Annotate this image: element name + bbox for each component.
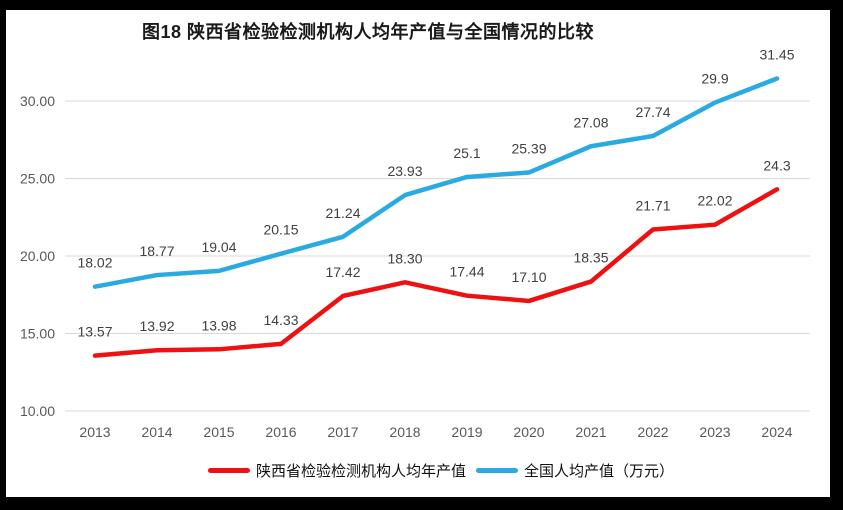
data-label-series-0: 24.3 xyxy=(763,157,790,173)
data-label-series-1: 31.45 xyxy=(759,47,794,63)
x-tick-label: 2017 xyxy=(327,424,358,440)
x-tick-label: 2015 xyxy=(203,424,234,440)
legend-item-national: 全国人均产值（万元） xyxy=(476,460,674,481)
x-tick-label: 2023 xyxy=(699,424,730,440)
data-label-series-1: 29.9 xyxy=(701,71,728,87)
data-label-series-1: 20.15 xyxy=(263,222,298,238)
data-label-series-0: 13.92 xyxy=(139,318,174,334)
series-line-1 xyxy=(92,76,780,289)
data-label-series-0: 18.35 xyxy=(573,250,608,266)
data-label-series-1: 23.93 xyxy=(387,163,422,179)
legend-swatch-national xyxy=(476,468,518,473)
x-tick-label: 2016 xyxy=(265,424,296,440)
data-label-series-1: 18.02 xyxy=(77,255,112,271)
data-label-series-0: 21.71 xyxy=(635,197,670,213)
legend-swatch-shaanxi xyxy=(207,468,250,473)
y-tick-label: 20.00 xyxy=(20,248,55,264)
data-label-series-1: 21.24 xyxy=(325,205,360,221)
y-tick-label: 10.00 xyxy=(20,403,55,419)
x-tick-label: 2013 xyxy=(79,424,110,440)
data-label-series-1: 19.04 xyxy=(201,239,236,255)
x-tick-label: 2020 xyxy=(513,424,544,440)
data-label-series-0: 17.10 xyxy=(511,269,546,285)
legend-label-national: 全国人均产值（万元） xyxy=(524,463,675,480)
chart-svg: 10.00 15.00 20.00 25.00 30.00 2013 2014 2015 201… xyxy=(20,47,810,440)
chart-title: 图18 陕西省检验检测机构人均年产值与全国情况的比较 xyxy=(141,22,595,42)
data-label-series-0: 17.42 xyxy=(325,264,360,280)
legend-label-shaanxi: 陕西省检验检测机构人均年产值 xyxy=(255,463,466,480)
x-tick-label: 2021 xyxy=(575,424,606,440)
x-tick-label: 2018 xyxy=(389,424,420,440)
x-tick-label: 2019 xyxy=(451,424,482,440)
data-label-series-0: 22.02 xyxy=(697,193,732,209)
data-label-series-0: 17.44 xyxy=(449,264,484,280)
legend: 陕西省检验检测机构人均年产值 全国人均产值（万元） xyxy=(207,460,674,481)
data-label-series-0: 18.30 xyxy=(387,250,422,266)
x-tick-label: 2014 xyxy=(141,424,172,440)
x-tick-label: 2024 xyxy=(761,424,792,440)
y-tick-label: 25.00 xyxy=(20,171,55,187)
data-label-series-1: 25.1 xyxy=(453,145,480,161)
data-label-series-0: 13.98 xyxy=(201,317,236,333)
chart-canvas: 图18 陕西省检验检测机构人均年产值与全国情况的比较 10.00 15.00 20.… xyxy=(6,10,830,497)
y-tick-label: 30.00 xyxy=(20,93,55,109)
y-tick-label: 15.00 xyxy=(20,326,55,342)
data-label-series-1: 25.39 xyxy=(511,140,546,156)
data-label-series-1: 27.74 xyxy=(635,104,670,120)
data-label-series-1: 18.77 xyxy=(139,243,174,259)
series-line-0 xyxy=(92,187,780,358)
data-label-series-0: 13.57 xyxy=(77,324,112,340)
data-label-series-0: 14.33 xyxy=(263,312,298,328)
legend-item-shaanxi: 陕西省检验检测机构人均年产值 xyxy=(207,460,466,481)
data-label-series-1: 27.08 xyxy=(573,114,608,130)
x-tick-label: 2022 xyxy=(637,424,668,440)
